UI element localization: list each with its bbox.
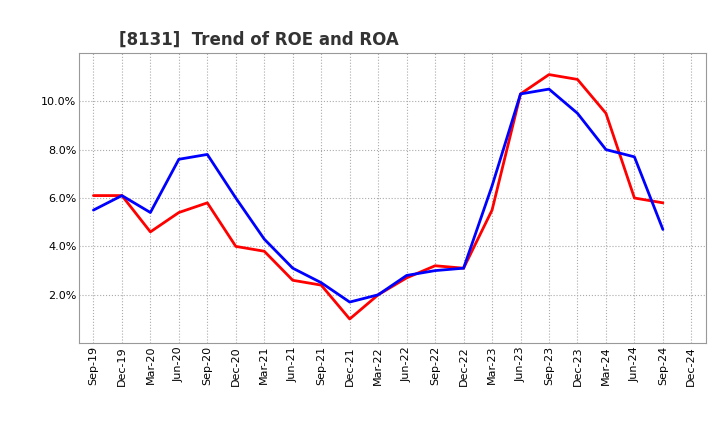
- ROE: [260, 249, 269, 254]
- ROE: [289, 278, 297, 283]
- ROA: [602, 147, 611, 152]
- ROA: [487, 183, 496, 188]
- ROE: [545, 72, 554, 77]
- ROE: [346, 316, 354, 322]
- ROA: [402, 273, 411, 278]
- ROA: [174, 157, 183, 162]
- ROA: [431, 268, 439, 273]
- ROA: [573, 110, 582, 116]
- ROE: [602, 110, 611, 116]
- Line: ROE: ROE: [94, 74, 663, 319]
- ROE: [431, 263, 439, 268]
- Line: ROA: ROA: [94, 89, 663, 302]
- ROA: [459, 266, 468, 271]
- ROA: [659, 227, 667, 232]
- ROE: [174, 210, 183, 215]
- ROE: [317, 282, 325, 288]
- ROA: [289, 266, 297, 271]
- ROA: [89, 207, 98, 213]
- ROE: [89, 193, 98, 198]
- ROA: [232, 195, 240, 201]
- ROA: [516, 91, 525, 96]
- ROE: [459, 266, 468, 271]
- ROE: [630, 195, 639, 201]
- ROE: [374, 292, 382, 297]
- ROA: [146, 210, 155, 215]
- Text: [8131]  Trend of ROE and ROA: [8131] Trend of ROE and ROA: [120, 31, 399, 49]
- ROA: [117, 193, 126, 198]
- ROE: [146, 229, 155, 235]
- ROE: [117, 193, 126, 198]
- ROE: [232, 244, 240, 249]
- ROE: [402, 275, 411, 281]
- ROA: [203, 152, 212, 157]
- ROA: [317, 280, 325, 286]
- ROE: [487, 207, 496, 213]
- ROA: [346, 299, 354, 304]
- ROA: [545, 86, 554, 92]
- ROE: [573, 77, 582, 82]
- ROA: [260, 237, 269, 242]
- ROA: [374, 292, 382, 297]
- ROE: [659, 200, 667, 205]
- ROE: [203, 200, 212, 205]
- ROA: [630, 154, 639, 159]
- ROE: [516, 91, 525, 96]
